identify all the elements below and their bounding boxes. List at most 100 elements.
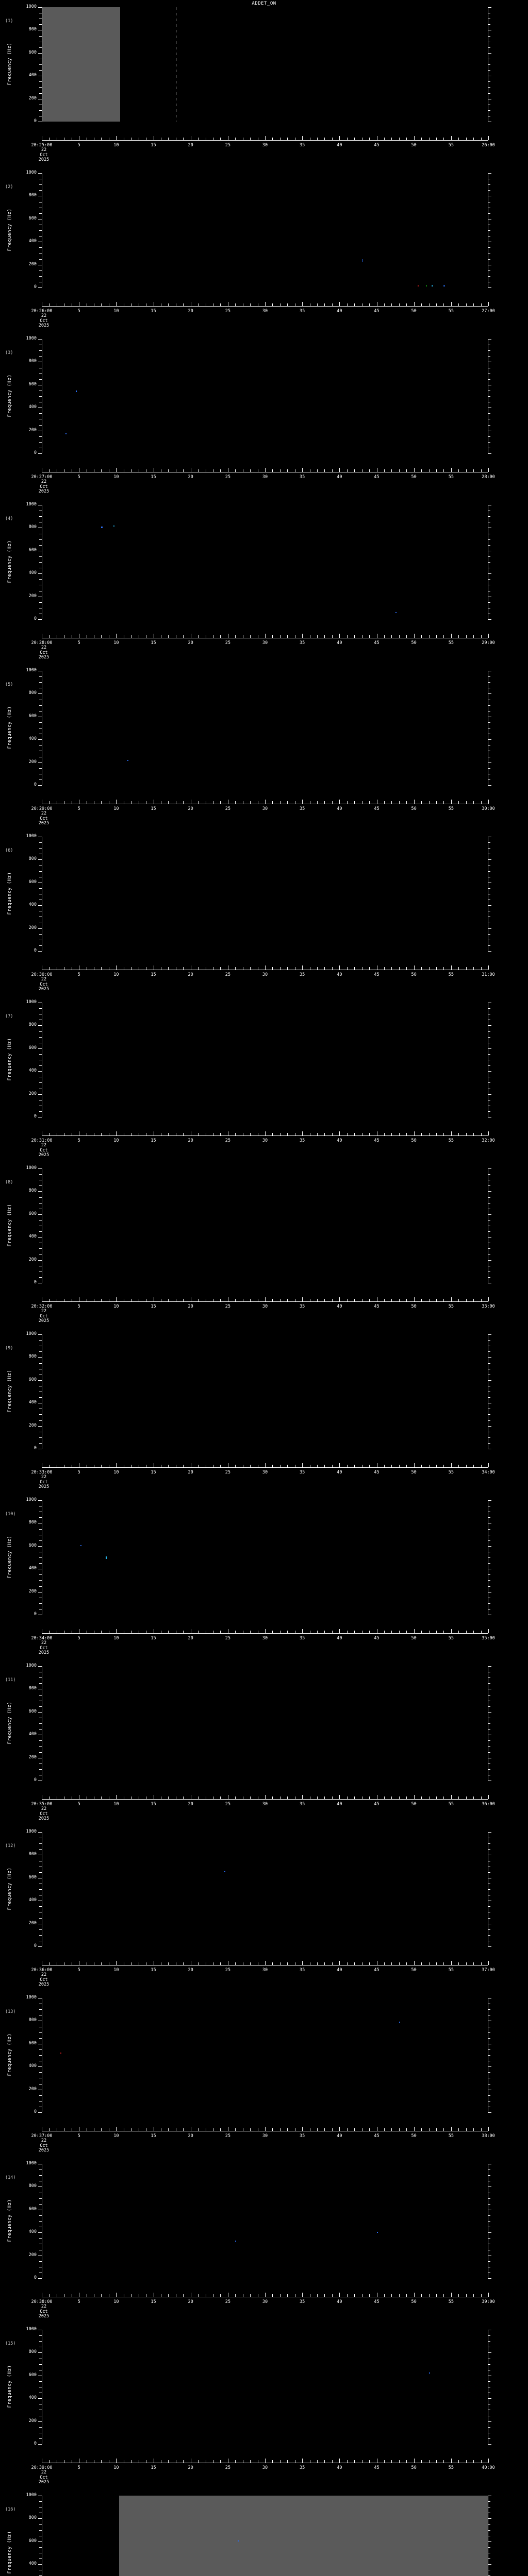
x-tick-minor — [473, 2460, 474, 2463]
x-tick-minor — [369, 1299, 370, 1301]
x-tick-label: 15 — [151, 1470, 156, 1475]
data-marker — [432, 285, 434, 287]
x-tick-label: 10 — [113, 640, 119, 646]
x-tick-minor — [421, 1797, 422, 1799]
y-tick-minor — [39, 1918, 42, 1919]
plot-area[interactable] — [42, 671, 488, 785]
plot-area[interactable] — [42, 1998, 488, 2112]
x-axis-date-label: 22 Oct 2025 — [39, 811, 49, 826]
y-tick-right — [488, 1437, 490, 1438]
x-tick-minor — [272, 801, 273, 804]
y-tick-right — [488, 768, 490, 769]
x-tick-minor — [101, 469, 102, 472]
y-tick-minor — [39, 1586, 42, 1587]
plot-area[interactable] — [42, 1500, 488, 1615]
y-tick-right — [488, 1889, 490, 1890]
x-tick-minor — [384, 1299, 385, 1301]
plot-area[interactable] — [42, 1666, 488, 1781]
plot-area[interactable] — [42, 339, 488, 453]
x-tick-label: 40 — [337, 1802, 342, 1807]
y-tick-minor — [39, 1202, 42, 1204]
x-tick-label: 20 — [188, 2465, 193, 2470]
y-tick-minor — [39, 1929, 42, 1930]
x-tick-minor — [49, 801, 50, 804]
x-tick-minor — [198, 1631, 199, 1633]
y-tick-right — [488, 2032, 490, 2033]
x-tick-label: 20 — [188, 640, 193, 646]
y-tick-minor — [39, 2261, 42, 2262]
x-tick-label: 10 — [113, 2299, 119, 2304]
x-tick-minor — [421, 138, 422, 140]
data-marker — [425, 285, 427, 287]
x-tick-minor — [406, 1962, 407, 1965]
x-tick-minor — [369, 967, 370, 970]
y-tick-right — [488, 2547, 490, 2548]
panel-index-label: (2) — [5, 184, 13, 190]
x-tick-minor — [346, 2128, 348, 2131]
x-tick-minor — [101, 1631, 102, 1633]
y-tick-right — [488, 562, 490, 563]
plot-area[interactable] — [42, 837, 488, 951]
x-tick-minor — [346, 303, 348, 306]
spectrogram-panel: 1000 800 600 400 200 0 Frequency (Hz) (12) 20:36… — [0, 0, 528, 1987]
x-tick-minor — [250, 1631, 251, 1633]
x-tick-minor — [250, 1299, 251, 1301]
x-tick-major — [488, 468, 489, 472]
y-tick-label: 800 — [28, 2515, 37, 2521]
plot-area[interactable] — [42, 2330, 488, 2444]
x-tick-minor — [235, 2294, 236, 2297]
x-tick-major — [302, 302, 303, 306]
y-tick-right — [488, 1248, 490, 1249]
x-tick-minor — [443, 1299, 444, 1301]
x-tick-minor — [287, 2294, 288, 2297]
x-tick-minor — [101, 303, 102, 306]
y-tick-right — [488, 2518, 491, 2519]
x-tick-minor — [287, 469, 288, 472]
x-tick-minor — [250, 967, 251, 970]
data-marker — [237, 2540, 239, 2541]
y-axis-title: Frequency (Hz) — [7, 2531, 12, 2574]
x-tick-minor — [49, 1465, 50, 1467]
data-marker — [395, 612, 397, 613]
y-tick-right — [488, 259, 490, 260]
x-tick-minor — [466, 1631, 467, 1633]
y-tick-minor — [39, 2501, 42, 2502]
x-tick-minor — [332, 303, 333, 306]
y-tick-major — [38, 739, 42, 740]
plot-area[interactable] — [42, 2164, 488, 2278]
plot-area[interactable] — [42, 1832, 488, 1946]
x-tick-minor — [391, 635, 392, 638]
y-tick-minor — [39, 1889, 42, 1890]
x-tick-minor — [346, 1797, 348, 1799]
x-tick-label-end: 26:00 — [482, 143, 495, 148]
y-tick-label: 200 — [28, 1091, 37, 1096]
y-tick-minor — [39, 396, 42, 397]
date-line: Oct — [40, 650, 48, 655]
plot-area[interactable] — [42, 1168, 488, 1283]
y-tick-right — [488, 356, 490, 357]
x-tick-minor — [332, 138, 333, 140]
x-axis-date-label: 22 Oct 2025 — [39, 1806, 49, 1822]
x-tick-minor — [324, 2128, 325, 2131]
x-tick-minor — [250, 469, 251, 472]
y-tick-right — [488, 1094, 491, 1095]
y-tick-right — [488, 1849, 490, 1850]
x-tick-minor — [458, 1797, 459, 1799]
plot-area[interactable] — [42, 1003, 488, 1117]
x-tick-minor — [473, 1797, 474, 1799]
x-tick-major — [265, 302, 266, 306]
plot-area[interactable] — [42, 1334, 488, 1449]
x-tick-label: 50 — [411, 309, 417, 314]
y-tick-label: 400 — [28, 1566, 37, 1571]
y-tick-minor — [39, 1363, 42, 1364]
x-tick-label: 45 — [374, 1138, 380, 1143]
plot-area[interactable] — [42, 505, 488, 619]
y-tick-right — [488, 556, 490, 557]
x-tick-minor — [466, 2460, 467, 2463]
y-tick-right — [488, 2421, 491, 2422]
y-tick-major — [38, 1666, 42, 1667]
plot-area[interactable] — [42, 173, 488, 287]
y-tick-right — [488, 1723, 490, 1724]
x-tick-minor — [346, 2294, 348, 2297]
y-tick-right — [488, 1363, 490, 1364]
